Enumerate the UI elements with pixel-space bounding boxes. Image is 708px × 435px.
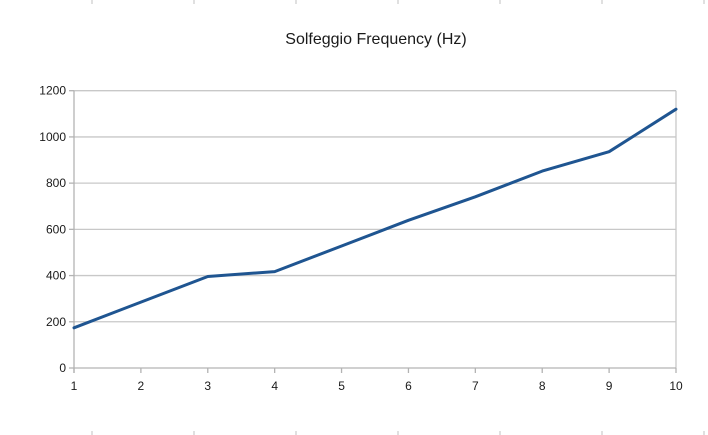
data-line [72, 107, 678, 330]
x-tick-label: 9 [606, 379, 613, 393]
y-tick-label: 1000 [39, 130, 66, 144]
gridlines [74, 90, 677, 368]
y-tick-label: 200 [46, 315, 66, 329]
x-axis-labels: 1 2 3 4 5 6 7 8 9 10 [71, 379, 683, 393]
x-tick-label: 5 [338, 379, 345, 393]
x-tick-label: 3 [204, 379, 211, 393]
x-tick-label: 1 [71, 379, 78, 393]
x-tick-label: 10 [669, 379, 683, 393]
x-tick-label: 6 [405, 379, 412, 393]
y-tick-label: 1200 [39, 84, 66, 98]
x-tick-label: 2 [138, 379, 145, 393]
x-tick-label: 4 [271, 379, 278, 393]
x-tick-label: 7 [472, 379, 479, 393]
chart-title: Solfeggio Frequency (Hz) [285, 31, 466, 48]
y-tick-label: 400 [46, 269, 66, 283]
axes [69, 90, 677, 373]
sheet-edge-ticks [91, 0, 705, 435]
y-tick-label: 0 [59, 361, 66, 375]
x-tick-label: 8 [539, 379, 546, 393]
y-tick-label: 600 [46, 222, 66, 236]
y-axis-labels: 0 200 400 600 800 1000 1200 [39, 84, 66, 375]
y-tick-label: 800 [46, 176, 66, 190]
